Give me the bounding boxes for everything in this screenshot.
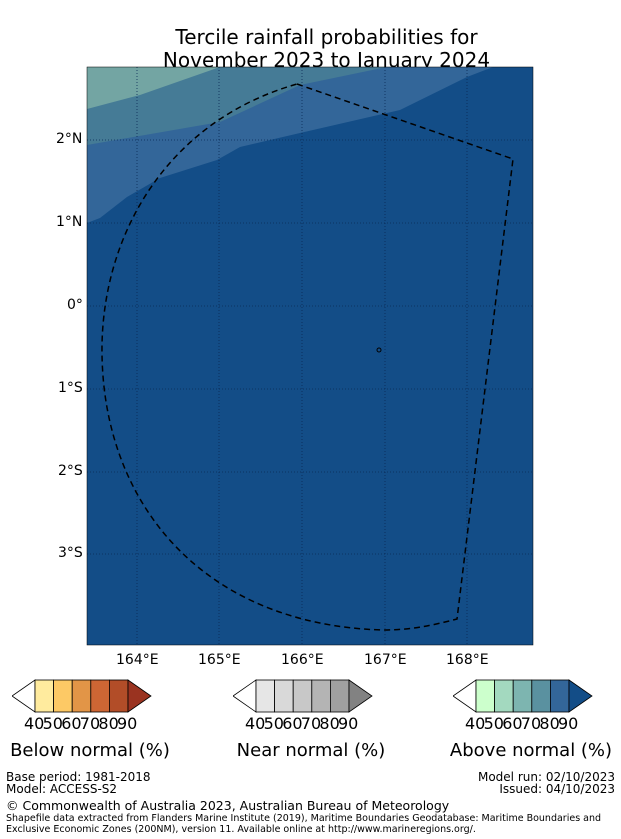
graticule	[87, 67, 533, 645]
colorbar-low-extend	[12, 679, 36, 713]
shapefile-credit-1: Shapefile data extracted from Flanders M…	[6, 813, 602, 824]
copyright: © Commonwealth of Australia 2023, Austra…	[6, 798, 450, 813]
colorbar-tick: 90	[117, 714, 138, 733]
colorbar-segment	[274, 679, 294, 713]
colorbar-tick: 60	[61, 714, 82, 733]
probability-band-60	[87, 67, 220, 109]
lat-tick: 3°S	[58, 545, 83, 561]
colorbar-tick: 40	[245, 714, 266, 733]
model: Model: ACCESS-S2	[6, 782, 118, 796]
colorbar-low-extend	[453, 679, 477, 713]
colorbar-tick: 50	[42, 714, 63, 733]
colorbar-segment	[71, 679, 92, 713]
colorbar-tick: 70	[520, 714, 542, 733]
colorbar-label: Near normal (%)	[236, 740, 386, 761]
map	[86, 66, 534, 646]
colorbar-segment	[90, 679, 110, 713]
colorbar-tick: 80	[539, 714, 560, 733]
lat-tick: 1°N	[56, 214, 83, 230]
colorbar-segment	[550, 679, 570, 713]
colorbar-segment	[34, 679, 55, 713]
colorbar-low-extend	[233, 679, 257, 713]
issued-date: Issued: 04/10/2023	[499, 782, 615, 796]
colorbar-tick: 80	[98, 714, 119, 733]
lon-tick: 168°E	[446, 652, 489, 668]
colorbar-high-extend	[348, 679, 373, 713]
lat-tick: 2°S	[58, 463, 83, 479]
colorbar-segment	[311, 679, 331, 713]
lon-tick: 164°E	[116, 652, 159, 668]
colorbar-segment	[53, 679, 73, 713]
colorbar-0	[12, 679, 152, 713]
colorbar-tick: 70	[79, 714, 101, 733]
colorbar-tick: 40	[465, 714, 486, 733]
colorbar-segment	[494, 679, 514, 713]
lat-tick: 1°S	[58, 380, 83, 396]
colorbar-segment	[475, 679, 496, 713]
colorbar-segment	[531, 679, 551, 713]
eez-boundary	[101, 83, 514, 631]
colorbar-segment	[109, 679, 129, 713]
base-period: Base period: 1981-2018	[6, 770, 151, 784]
colorbar-segment	[512, 679, 533, 713]
colorbar-label: Above normal (%)	[449, 740, 613, 761]
colorbar-high-extend	[127, 679, 152, 713]
colorbar-segment	[292, 679, 313, 713]
lon-tick: 165°E	[198, 652, 241, 668]
colorbar-segment	[255, 679, 276, 713]
probability-band-70	[87, 67, 400, 145]
colorbar-tick: 80	[319, 714, 340, 733]
colorbar-high-extend	[568, 679, 593, 713]
lat-tick: 2°N	[56, 131, 83, 147]
shapefile-credit-2: Exclusive Economic Zones (200NM), versio…	[6, 824, 476, 835]
colorbar-tick: 90	[558, 714, 579, 733]
colorbar-label: Below normal (%)	[10, 740, 170, 761]
lon-tick: 166°E	[281, 652, 324, 668]
colorbar-tick: 60	[282, 714, 303, 733]
colorbar-segment	[330, 679, 350, 713]
island-marker	[376, 347, 382, 353]
colorbar-tick: 70	[300, 714, 322, 733]
lon-tick: 167°E	[364, 652, 407, 668]
colorbar-tick: 50	[263, 714, 284, 733]
colorbar-2	[453, 679, 593, 713]
colorbar-tick: 40	[24, 714, 45, 733]
title-line-2: November 2023 to January 2024	[162, 48, 491, 72]
colorbar-tick: 60	[502, 714, 523, 733]
colorbar-tick: 50	[483, 714, 504, 733]
model-run: Model run: 02/10/2023	[477, 770, 615, 784]
title-line-1: Tercile rainfall probabilities for	[175, 25, 478, 49]
colorbar-tick: 90	[338, 714, 359, 733]
lat-tick: 0°	[67, 297, 83, 313]
colorbar-1	[233, 679, 373, 713]
